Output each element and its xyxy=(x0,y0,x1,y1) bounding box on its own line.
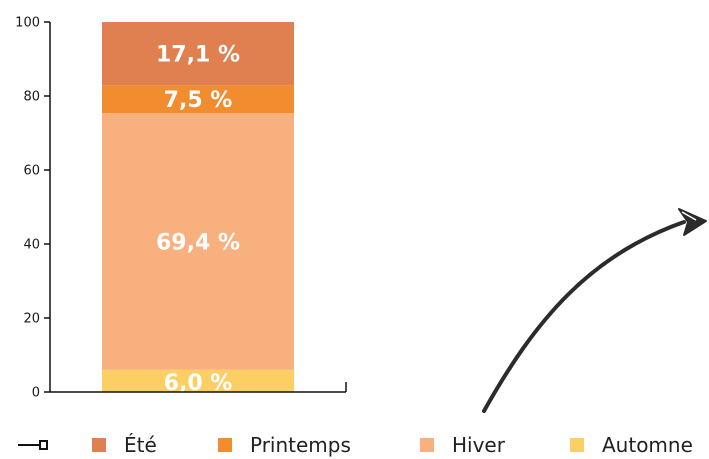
y-tick-label: 0 xyxy=(32,386,40,401)
y-tick-label: 80 xyxy=(23,90,40,105)
y-tick-label: 100 xyxy=(15,16,40,31)
legend-label: Hiver xyxy=(452,433,505,457)
legend-label: Printemps xyxy=(250,433,351,457)
legend-label: Été xyxy=(124,433,157,457)
segment-value-label: 17,1 % xyxy=(156,43,240,68)
bar-segment-2 xyxy=(102,85,294,114)
y-tick-label: 40 xyxy=(23,238,40,253)
legend-item[interactable]: Été xyxy=(92,433,157,457)
legend-swatch xyxy=(92,438,106,452)
bar-segment-0 xyxy=(102,369,294,392)
stacked-bar xyxy=(102,22,294,392)
segment-value-label: 69,4 % xyxy=(156,230,240,255)
legend-swatch xyxy=(570,438,584,452)
bar-segment-3 xyxy=(102,22,294,86)
y-ticks: 0 20 40 60 80 100 xyxy=(15,16,50,401)
segment-value-label: 7,5 % xyxy=(164,88,233,113)
y-tick-label: 20 xyxy=(23,312,40,327)
legend-swatch xyxy=(420,438,434,452)
legend-swatch xyxy=(218,438,232,452)
bar-segment-1 xyxy=(102,113,294,370)
legend-item[interactable]: Printemps xyxy=(218,433,351,457)
axes xyxy=(49,22,347,393)
legend-toggle-icon[interactable] xyxy=(18,438,48,452)
legend-label: Automne xyxy=(602,433,693,457)
curved-arrow-icon xyxy=(482,208,707,413)
legend-item[interactable]: Hiver xyxy=(420,433,505,457)
y-tick-label: 60 xyxy=(23,164,40,179)
legend: Été Printemps Hiver Automne xyxy=(0,432,709,459)
legend-item[interactable]: Automne xyxy=(570,433,693,457)
